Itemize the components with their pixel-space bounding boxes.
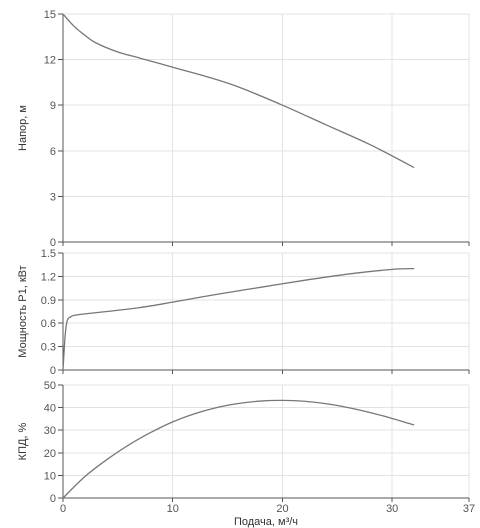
head-y-tick-label: 12 bbox=[44, 55, 56, 67]
x-tick-label: 0 bbox=[60, 503, 66, 515]
power-curve bbox=[62, 267, 415, 371]
head-y-tick-label: 0 bbox=[50, 237, 56, 249]
x-tick-label: 30 bbox=[386, 503, 398, 515]
head-y-axis-label: Напор, м bbox=[17, 105, 29, 151]
efficiency-panel: 0 10 20 30 40 50 КПД, % 0 10 20 30 37 Подача, м³/ч bbox=[17, 380, 475, 528]
efficiency-curve bbox=[62, 399, 415, 499]
head-y-tick-label: 3 bbox=[50, 191, 56, 203]
x-tick-label: 10 bbox=[167, 503, 179, 515]
efficiency-y-tick-label: 0 bbox=[50, 493, 56, 505]
head-y-tick-label: 9 bbox=[50, 100, 56, 112]
power-y-tick-label: 0.6 bbox=[41, 318, 56, 330]
power-y-tick-label: 0 bbox=[50, 365, 56, 377]
x-tick-label: 20 bbox=[276, 503, 288, 515]
efficiency-y-tick-label: 20 bbox=[44, 448, 56, 460]
power-panel: 0 0.3 0.6 0.9 1.2 1.5 Мощность Р1, кВт bbox=[17, 248, 470, 377]
head-y-tick-label: 15 bbox=[44, 9, 56, 21]
x-tick-label: 37 bbox=[463, 503, 475, 515]
x-axis-label: Подача, м³/ч bbox=[234, 516, 298, 528]
power-y-tick-label: 0.3 bbox=[41, 342, 56, 354]
head-y-tick-label: 6 bbox=[50, 146, 56, 158]
power-y-axis-label: Мощность Р1, кВт bbox=[17, 265, 29, 357]
head-panel: 0 3 6 9 12 15 Напор, м bbox=[17, 9, 470, 249]
efficiency-y-tick-label: 10 bbox=[44, 470, 56, 482]
power-y-tick-label: 1.5 bbox=[41, 248, 56, 260]
efficiency-y-axis-label: КПД, % bbox=[17, 422, 29, 460]
power-y-tick-label: 0.9 bbox=[41, 295, 56, 307]
power-y-tick-label: 1.2 bbox=[41, 271, 56, 283]
efficiency-y-tick-label: 50 bbox=[44, 380, 56, 392]
efficiency-y-tick-label: 40 bbox=[44, 403, 56, 415]
head-curve bbox=[62, 13, 415, 169]
efficiency-y-tick-label: 30 bbox=[44, 425, 56, 437]
